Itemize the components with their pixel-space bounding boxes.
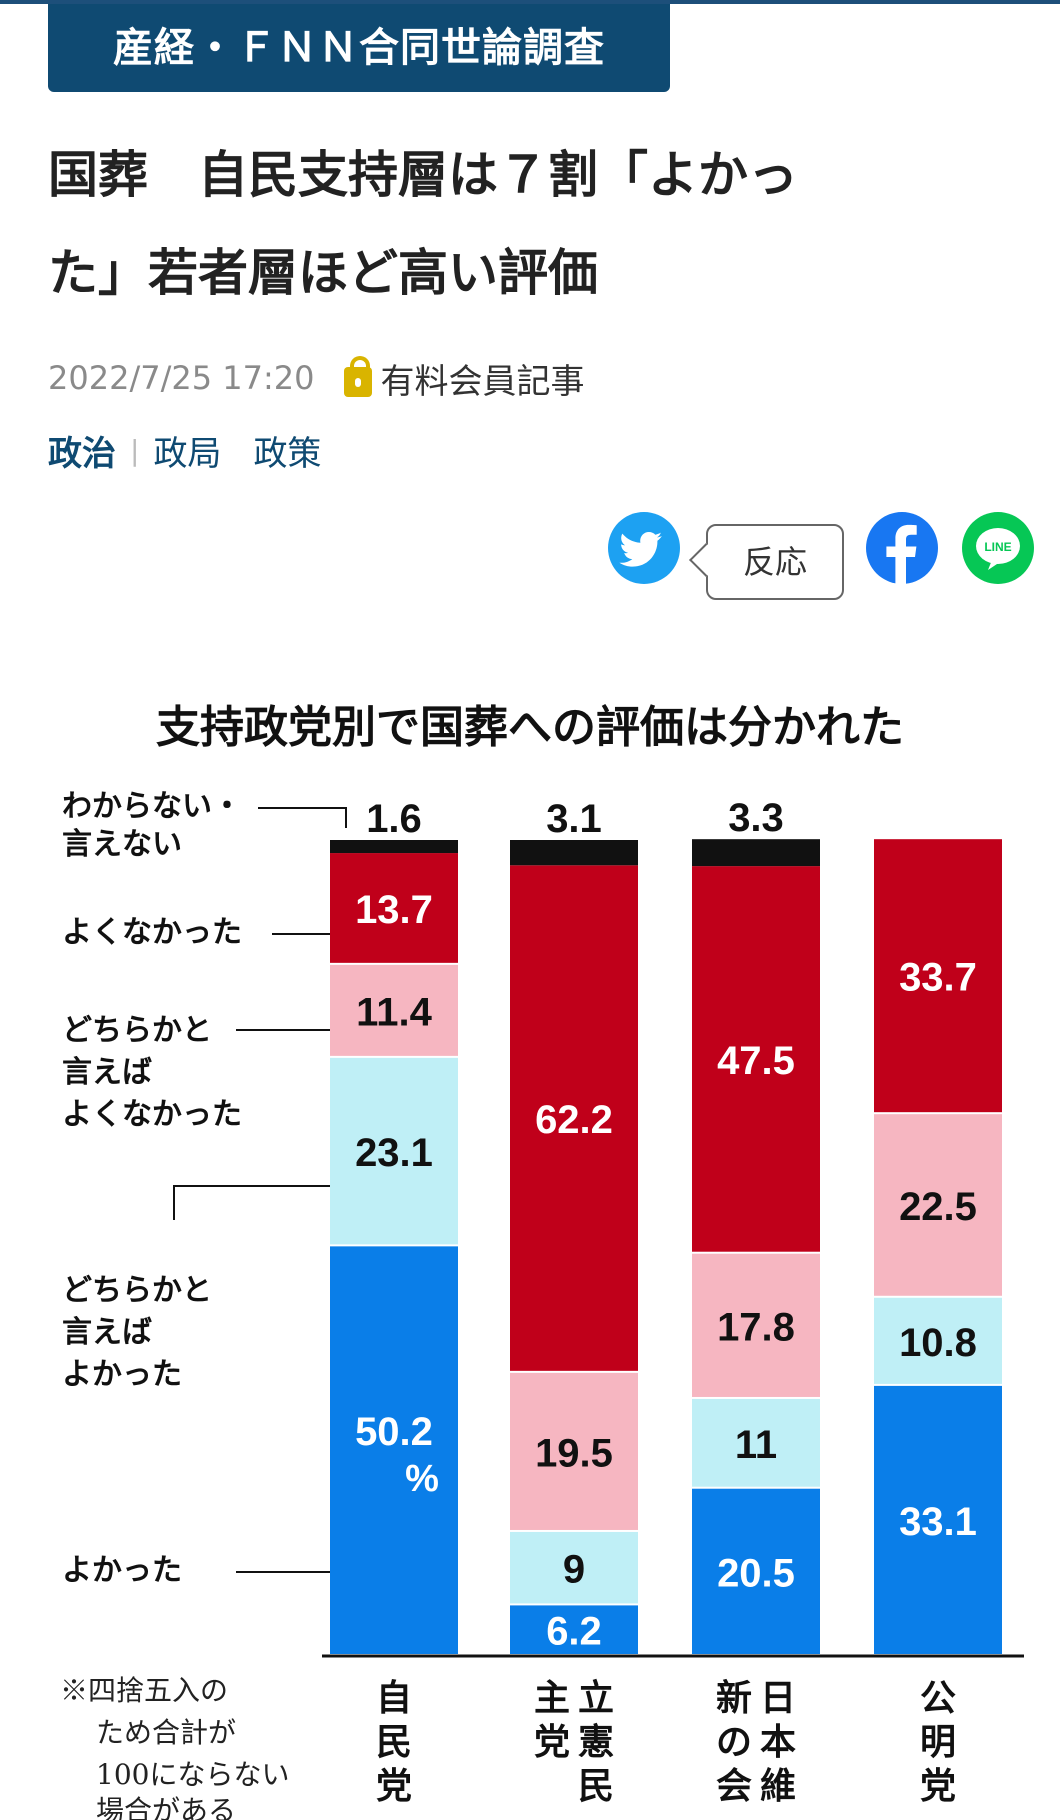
title-line-1: 国葬 自民支持層は７割「よかっ bbox=[48, 146, 798, 204]
legend-bad: よくなかった bbox=[62, 915, 242, 950]
bar-segment-rather-good-1 bbox=[510, 1531, 638, 1604]
bar-label-unknown-0: 1.6 bbox=[366, 797, 422, 841]
bar-label-good-2: 20.5 bbox=[717, 1551, 795, 1595]
bar-label-rather-good-3: 10.8 bbox=[899, 1321, 977, 1365]
line-icon: LINE bbox=[976, 528, 1020, 570]
chart-category-labels: 自民党 立憲民主党 日本維新の会 公明党 bbox=[376, 1678, 956, 1807]
bar-label-rather-bad-3: 22.5 bbox=[899, 1185, 977, 1229]
facebook-icon bbox=[886, 524, 917, 584]
reaction-button[interactable]: 反応 bbox=[706, 524, 844, 600]
chart-note-line4: 場合がある bbox=[96, 1794, 236, 1820]
legend-rather-bad-line2: 言えば bbox=[62, 1055, 152, 1090]
twitter-share-button[interactable] bbox=[608, 512, 680, 584]
chart-note-line2: ため合計が bbox=[96, 1716, 236, 1749]
legend-rather-good-line2: 言えば bbox=[62, 1315, 152, 1350]
top-border bbox=[0, 0, 1060, 4]
legend-unknown-line2: 言えない bbox=[62, 827, 182, 862]
bar-segment-good-3 bbox=[874, 1385, 1002, 1654]
legend-leader-rather-good bbox=[173, 1185, 330, 1220]
legend-rather-good-line3: よかった bbox=[62, 1357, 182, 1392]
line-label: LINE bbox=[984, 540, 1011, 554]
bar-segment-good-1 bbox=[510, 1605, 638, 1654]
bar-label-rather-bad-0: 11.4 bbox=[356, 990, 432, 1034]
chart-note-line3: 100にならない bbox=[96, 1758, 289, 1791]
bar-segment-good-0 bbox=[330, 1246, 458, 1654]
bar-unit-label: % bbox=[405, 1458, 439, 1500]
tag-politics[interactable]: 政治 bbox=[48, 433, 116, 474]
category-label-2: 日本維新の会 bbox=[716, 1678, 796, 1807]
bar-label-bad-1: 62.2 bbox=[535, 1098, 613, 1142]
bar-segment-rather-good-3 bbox=[874, 1297, 1002, 1384]
facebook-share-button[interactable] bbox=[866, 512, 938, 584]
survey-badge[interactable]: 産経・ＦＮＮ合同世論調査 bbox=[48, 4, 670, 92]
bar-segment-rather-good-0 bbox=[330, 1057, 458, 1245]
bar-label-bad-2: 47.5 bbox=[717, 1039, 795, 1083]
bar-segment-unknown-0 bbox=[330, 840, 458, 854]
legend-good: よかった bbox=[62, 1553, 182, 1588]
bar-label-good-3: 33.1 bbox=[899, 1500, 977, 1544]
title-line-2: た」若者層ほど高い評価 bbox=[48, 244, 598, 302]
bar-segment-good-2 bbox=[692, 1488, 820, 1654]
legend-unknown-line1: わからない・ bbox=[62, 789, 242, 824]
tag-separator: | bbox=[130, 433, 140, 467]
publish-date: 2022/7/25 17:20 bbox=[48, 359, 315, 397]
bar-segment-rather-bad-2 bbox=[692, 1253, 820, 1397]
bar-segment-bad-3 bbox=[874, 839, 1002, 1113]
category-label-1: 立憲民主党 bbox=[534, 1678, 614, 1807]
bar-label-rather-bad-1: 19.5 bbox=[535, 1431, 613, 1475]
chart-bars bbox=[330, 839, 1002, 1654]
bar-label-rather-good-0: 23.1 bbox=[355, 1131, 433, 1175]
lock-icon bbox=[344, 356, 373, 397]
bar-segment-rather-bad-0 bbox=[330, 964, 458, 1056]
category-tags: 政治 | 政局 政策 bbox=[48, 426, 353, 474]
tag-policy[interactable]: 政策 bbox=[253, 433, 322, 474]
party-evaluation-chart: 支持政党別で国葬への評価は分かれた 50.2% 23.1 11.4 13.7 1.6 6.… bbox=[60, 702, 1024, 1820]
bar-label-good-0: 50.2 bbox=[355, 1410, 433, 1454]
tag-political-situation[interactable]: 政局 bbox=[153, 433, 222, 474]
bar-segment-bad-1 bbox=[510, 865, 638, 1371]
bar-label-good-1: 6.2 bbox=[546, 1610, 602, 1654]
bar-label-rather-bad-2: 17.8 bbox=[717, 1305, 795, 1349]
bar-label-rather-good-1: 9 bbox=[563, 1548, 585, 1592]
share-bar: 反応 LINE bbox=[0, 508, 1060, 600]
line-share-button[interactable]: LINE bbox=[962, 512, 1034, 584]
legend-rather-bad-line3: よくなかった bbox=[62, 1097, 242, 1132]
legend-rather-bad-line1: どちらかと bbox=[62, 1013, 212, 1048]
category-label-0: 自民党 bbox=[376, 1678, 412, 1807]
bar-label-unknown-2: 3.3 bbox=[728, 796, 784, 840]
legend-rather-good-line1: どちらかと bbox=[62, 1273, 212, 1308]
twitter-icon bbox=[619, 532, 662, 567]
bar-segment-unknown-2 bbox=[692, 839, 820, 867]
paid-member-label: 有料会員記事 bbox=[380, 361, 585, 402]
bar-label-unknown-1: 3.1 bbox=[546, 797, 602, 841]
bar-segment-bad-2 bbox=[692, 866, 820, 1252]
article-meta: 2022/7/25 17:20 有料会員記事 bbox=[48, 354, 584, 402]
chart-title: 支持政党別で国葬への評価は分かれた bbox=[156, 702, 904, 753]
chart-note-line1: ※四捨五入の bbox=[60, 1674, 228, 1707]
bar-segment-rather-bad-1 bbox=[510, 1372, 638, 1530]
article-title: 国葬 自民支持層は７割「よかっ た」若者層ほど高い評価 bbox=[48, 126, 1028, 322]
bar-segment-rather-bad-3 bbox=[874, 1114, 1002, 1296]
bar-segment-bad-0 bbox=[330, 853, 458, 963]
bar-segment-unknown-1 bbox=[510, 840, 638, 866]
bar-label-bad-0: 13.7 bbox=[355, 888, 433, 932]
bar-label-rather-good-2: 11 bbox=[735, 1423, 777, 1467]
category-label-3: 公明党 bbox=[920, 1678, 956, 1807]
bar-segment-rather-good-2 bbox=[692, 1398, 820, 1487]
legend-leader-unknown bbox=[258, 807, 347, 828]
chart-bar-labels: 50.2% 23.1 11.4 13.7 1.6 6.2 9 19.5 62.2 3.1 20.5 1… bbox=[355, 796, 977, 1654]
bar-label-bad-3: 33.7 bbox=[899, 956, 977, 1000]
